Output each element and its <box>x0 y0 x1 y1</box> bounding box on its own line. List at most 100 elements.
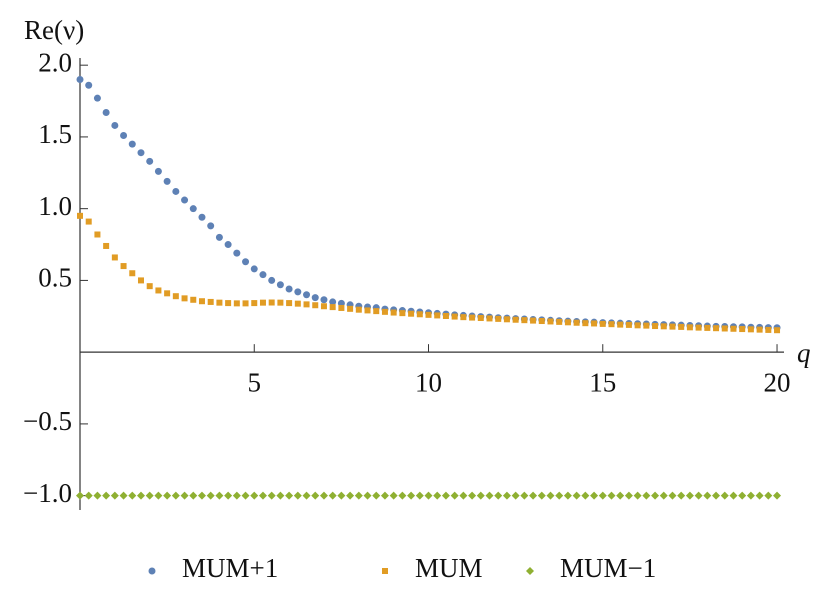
point <box>94 231 101 238</box>
point <box>502 491 511 500</box>
point <box>285 285 293 293</box>
point <box>111 121 119 129</box>
point <box>633 491 642 500</box>
point <box>76 76 84 84</box>
point <box>555 491 564 500</box>
point <box>390 309 397 316</box>
point <box>634 322 641 329</box>
point <box>363 491 372 500</box>
legend-label: MUM−1 <box>560 553 656 583</box>
y-tick-label: −1.0 <box>23 478 72 508</box>
point <box>416 311 423 318</box>
point <box>747 326 754 333</box>
point <box>530 317 537 324</box>
point <box>468 491 477 500</box>
point <box>251 300 258 307</box>
point <box>450 491 459 500</box>
point <box>408 310 415 317</box>
y-tick-label: 2.0 <box>38 47 72 77</box>
point <box>372 491 381 500</box>
point <box>128 491 137 500</box>
point <box>242 258 250 266</box>
x-tick-label: 20 <box>764 367 791 397</box>
point <box>259 271 267 279</box>
point <box>241 491 250 500</box>
legend-marker <box>526 567 534 575</box>
point <box>338 304 345 311</box>
point <box>442 312 449 319</box>
point <box>434 312 441 319</box>
point <box>380 491 389 500</box>
point <box>713 325 720 332</box>
point <box>441 491 450 500</box>
point <box>172 293 179 300</box>
point <box>476 491 485 500</box>
point <box>451 313 458 320</box>
point <box>607 491 616 500</box>
point <box>172 187 180 195</box>
point <box>643 322 650 329</box>
y-axis-label: Re(ν) <box>24 15 84 45</box>
x-axis-label: q <box>797 338 811 368</box>
point <box>389 491 398 500</box>
point <box>250 265 258 273</box>
point <box>197 491 206 500</box>
point <box>85 81 93 89</box>
point <box>712 491 721 500</box>
point <box>312 302 319 309</box>
point <box>469 314 476 321</box>
point <box>730 325 737 332</box>
point <box>503 316 510 323</box>
point <box>520 491 529 500</box>
point <box>486 315 493 322</box>
point <box>659 491 668 500</box>
point <box>224 491 233 500</box>
point <box>128 140 136 148</box>
point <box>652 323 659 330</box>
legend-label: MUM+1 <box>182 553 278 583</box>
point <box>686 324 693 331</box>
point <box>171 491 180 500</box>
point <box>739 326 746 333</box>
point <box>685 491 694 500</box>
point <box>233 249 241 257</box>
point <box>755 491 764 500</box>
point <box>93 491 102 500</box>
point <box>381 308 388 315</box>
point <box>764 491 773 500</box>
point <box>120 131 128 139</box>
point <box>538 318 545 325</box>
point <box>704 324 711 331</box>
point <box>303 291 311 299</box>
point <box>102 109 110 117</box>
y-tick-label: −0.5 <box>23 406 72 436</box>
point <box>599 320 606 327</box>
point <box>303 301 310 308</box>
point <box>407 491 416 500</box>
y-tick-label: 1.5 <box>38 119 72 149</box>
point <box>216 299 223 306</box>
point <box>164 290 171 297</box>
point <box>146 283 153 290</box>
point <box>137 149 145 157</box>
point <box>110 491 119 500</box>
point <box>424 491 433 500</box>
point <box>286 300 293 307</box>
point <box>624 491 633 500</box>
point <box>198 298 205 305</box>
point <box>129 270 136 277</box>
point <box>608 321 615 328</box>
point <box>694 491 703 500</box>
point <box>511 491 520 500</box>
point <box>354 491 363 500</box>
point <box>669 323 676 330</box>
point <box>181 196 189 204</box>
point <box>154 167 162 175</box>
point <box>146 157 154 165</box>
point <box>695 324 702 331</box>
point <box>720 491 729 500</box>
point <box>651 491 660 500</box>
point <box>773 491 782 500</box>
point <box>347 305 354 312</box>
point <box>268 276 276 284</box>
